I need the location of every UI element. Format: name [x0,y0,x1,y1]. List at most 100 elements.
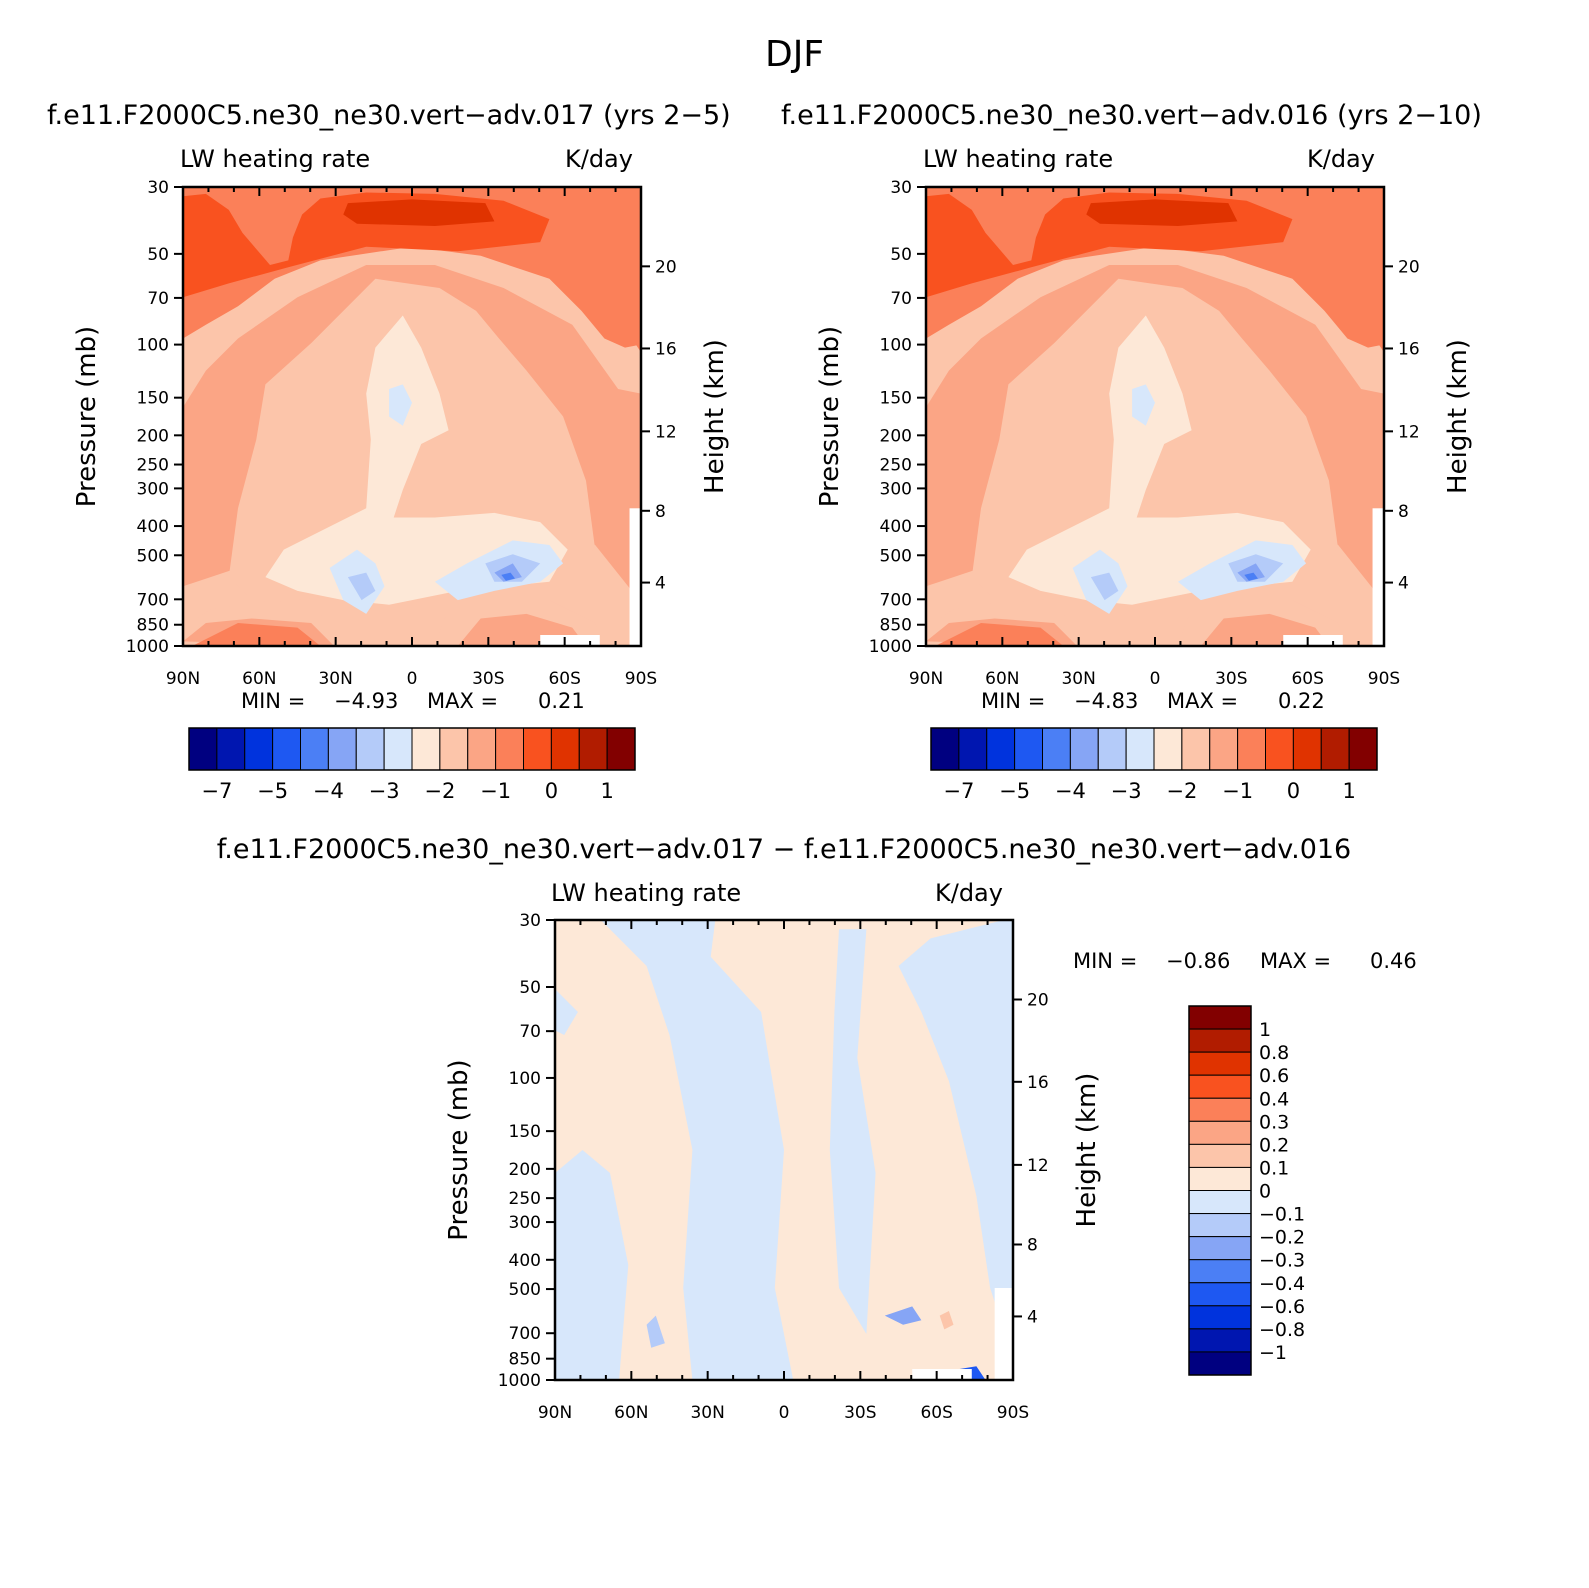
colorbar3-cell [1188,1074,1252,1099]
panel1-y-tick-label: 500 [137,546,169,566]
panel3-units-label: K/day [935,879,1003,907]
panel1-y-tick-label: 250 [137,456,169,476]
colorbar1-cell [523,727,552,771]
panel3-y-tick-label: 30 [519,911,541,931]
panel1-units-label: K/day [565,145,633,173]
panel2-contour-region [1237,563,1265,582]
panel3-max-value: 0.46 [1370,949,1417,973]
colorbar3-tick-label: 0.4 [1259,1088,1289,1110]
panel2-contour-region [1086,199,1238,226]
panel2-x-tick-label: 30S [1215,669,1247,689]
panel3-y-tick-label: 700 [509,1324,541,1344]
panel1-contour-region [347,572,376,601]
colorbar2-tick-label: 0 [1287,779,1300,803]
colorbar1-cell [467,727,497,771]
colorbar1-cell [439,727,469,771]
colorbar2-cell [1265,727,1294,771]
colorbar2-cell [986,727,1016,771]
panel3-y-tick-label: 200 [509,1160,541,1180]
colorbar3-cell [1188,1028,1252,1053]
panel2-y-tick-label: 400 [880,517,912,537]
colorbar3-tick-label: 0.8 [1259,1042,1289,1064]
panel3-contour-region [829,929,876,1334]
colorbar1-tick-label: −2 [424,779,455,803]
panel3-y-tick-label: 400 [509,1251,541,1271]
panel3-x-tick-label: 60N [614,1403,648,1423]
colorbar3-tick-label: 0.2 [1259,1134,1289,1156]
colorbar1-cell [216,727,246,771]
colorbar2-cell [1292,727,1322,771]
panel1-max-label: MAX = [427,689,499,713]
colorbar3-cell [1188,1120,1252,1145]
panel1-y-tick-label: 150 [137,389,169,409]
panel1-y-tick-label: 50 [147,245,169,265]
panel1-min-label: MIN = [241,689,306,713]
panel1-contour-region [494,563,522,582]
panel3-y-tick-label: 150 [509,1122,541,1142]
panel1-y2-tick-label: 8 [655,502,666,522]
panel3-y-tick-label: 50 [519,978,541,998]
panel2-contour-region [1008,315,1311,605]
panel1-x-tick-label: 60N [242,669,276,689]
colorbar2-cell [1125,727,1155,771]
panel1-missing-region [540,635,600,646]
colorbar3-tick-label: 0.3 [1259,1111,1289,1133]
colorbar3-tick-label: 1 [1259,1019,1271,1041]
panel3-missing-region [994,1288,1013,1380]
colorbar1-tick-label: −1 [480,779,511,803]
panel3-y-tick-label: 70 [519,1022,541,1042]
colorbar1-cell [355,727,385,771]
colorbar3-tick-label: −1 [1259,1342,1287,1364]
panel1-y-tick-label: 700 [137,590,169,610]
panel1-contour-region [389,384,412,426]
panel1-max-value: 0.21 [538,689,585,713]
panel2-y2-tick-label: 20 [1398,257,1420,277]
panel3-y2-tick-label: 20 [1027,991,1049,1011]
panel3-x-tick-label: 90N [538,1403,572,1423]
colorbar3-tick-label: 0.1 [1259,1157,1289,1179]
colorbar2-cell [1237,727,1266,771]
panel3-contour-region [555,989,578,1035]
colorbar3-tick-label: −0.4 [1259,1273,1305,1295]
panel2-y-tick-label: 70 [890,289,912,309]
panel2-y2-tick-label: 8 [1398,502,1409,522]
panel3-contour-region [898,920,1013,1357]
panel1-x-tick-label: 90N [166,669,200,689]
panel1-y2-axis-title: Height (km) [700,339,730,494]
panel1-y-tick-label: 200 [137,426,169,446]
panel1-y-tick-label: 300 [137,479,169,499]
panel3-x-tick-label: 0 [779,1403,790,1423]
panel3-y2-tick-label: 16 [1027,1073,1049,1093]
panel2-x-tick-label: 0 [1150,669,1161,689]
panel2-y-tick-label: 500 [880,546,912,566]
panel1-left-label: LW heating rate [180,145,371,173]
colorbar1-tick-label: −3 [369,779,400,803]
colorbar3-cell [1188,1328,1252,1353]
panel2-y-axis-title: Pressure (mb) [815,326,845,507]
colorbar3-tick-label: −0.1 [1259,1204,1305,1226]
colorbar1-cell [188,727,218,771]
colorbar2-cell [1014,727,1043,771]
colorbar2-tick-label: −3 [1111,779,1142,803]
panel2-max-label: MAX = [1167,689,1239,713]
panel3-x-tick-label: 60S [920,1403,952,1423]
panel2-y2-tick-label: 4 [1398,574,1409,594]
colorbar2-cell [1042,727,1071,771]
colorbar1-cell [383,727,413,771]
panel2-x-tick-label: 30N [1061,669,1095,689]
panel3-y-tick-label: 500 [509,1280,541,1300]
colorbar2-cell [1209,727,1239,771]
panel1-y2-tick-label: 12 [655,422,677,442]
panel3-x-tick-label: 90S [997,1403,1029,1423]
panel2-y-tick-label: 200 [880,426,912,446]
colorbar1-tick-label: 0 [545,779,558,803]
panel2-y-tick-label: 850 [880,616,912,636]
panel3-y2-tick-label: 8 [1027,1236,1038,1256]
colorbar2-cell [1320,727,1350,771]
colorbar3-cell [1188,1166,1252,1191]
panel3-y-axis-title: Pressure (mb) [444,1059,474,1240]
panel2-left-label: LW heating rate [923,145,1114,173]
panel2-y-tick-label: 300 [880,479,912,499]
panel3-x-tick-label: 30N [690,1403,724,1423]
